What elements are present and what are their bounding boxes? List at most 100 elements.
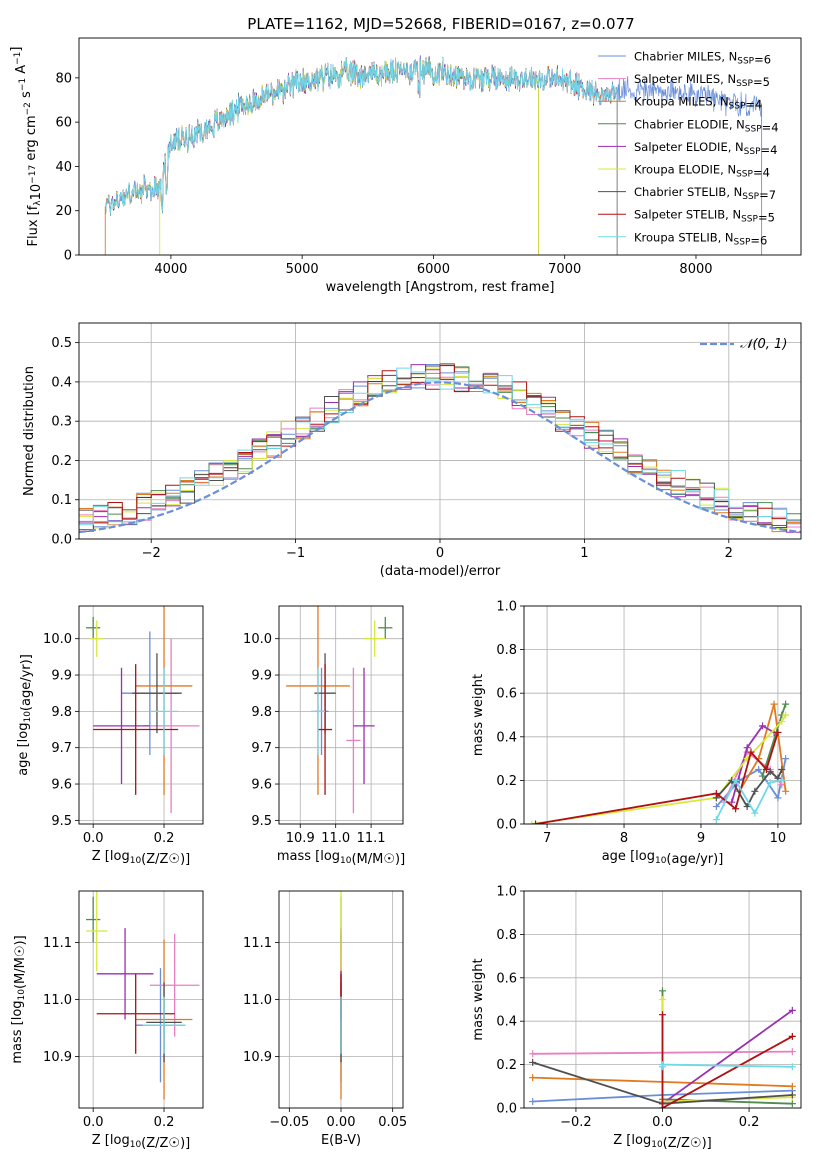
y-axis-label: mass weight (471, 958, 486, 1040)
weight-marker (778, 776, 786, 784)
y-tick-label: 1.0 (496, 885, 517, 900)
y-tick-label: 9.6 (251, 778, 272, 793)
y-tick-label: 9.5 (51, 814, 72, 829)
x-tick-label: 5000 (286, 262, 319, 277)
weight-marker (712, 789, 720, 797)
x-tick-label: 7000 (548, 262, 581, 277)
y-tick-label: 9.7 (51, 741, 72, 756)
weight-marker (529, 1058, 537, 1066)
weight-marker (751, 809, 759, 817)
weight-marker (788, 1063, 796, 1071)
x-tick-label: 0.2 (154, 1115, 175, 1130)
y-tick-label: 0.4 (496, 1015, 517, 1030)
legend-label: Chabrier MILES, NSSP=6 (634, 50, 771, 67)
y-axis-label: mass weight (471, 674, 486, 756)
y-tick-label: 0.6 (496, 971, 517, 986)
weight-marker (759, 772, 767, 780)
normal-reference-curve (79, 381, 801, 534)
y-tick-label: 80 (55, 71, 72, 86)
y-axis-label: age [log10(age/yr)] (16, 654, 34, 776)
axes-frame (78, 37, 802, 256)
x-tick-label: −1 (286, 546, 305, 561)
x-axis-label: (data-model)/error (380, 564, 501, 579)
x-axis-label: age [log10(age/yr)] (602, 849, 724, 867)
panel-age_vs_Z: 0.0 0.2 9.5 9.6 9.7 9.8 9.9 10.0 Z [log10(Z/Z☉)]… (16, 605, 204, 867)
y-tick-label: 40 (55, 160, 72, 175)
weight-marker (529, 1074, 537, 1082)
y-tick-label: 11.0 (243, 993, 272, 1008)
figure-title: PLATE=1162, MJD=52668, FIBERID=0167, z=0… (247, 15, 634, 33)
y-tick-label: 0.1 (51, 493, 72, 508)
legend-label: Salpeter MILES, NSSP=5 (634, 72, 770, 89)
plot-area (104, 55, 763, 255)
weight-marker (766, 768, 774, 776)
legend-label: Chabrier STELIB, NSSP=7 (634, 185, 776, 202)
weight-marker (732, 805, 740, 813)
x-tick-label: −2 (142, 546, 161, 561)
y-tick-label: 0.2 (51, 454, 72, 469)
legend-label: Kroupa MILES, NSSP=4 (634, 95, 762, 112)
plot-area (86, 606, 200, 814)
weight-marker (782, 755, 790, 763)
x-tick-label: −0.2 (560, 1115, 592, 1130)
legend-label: Chabrier ELODIE, NSSP=4 (634, 117, 779, 134)
y-tick-label: 9.8 (251, 705, 272, 720)
x-tick-label: 6000 (417, 262, 450, 277)
weight-marker (743, 803, 751, 811)
weight-marker (774, 728, 782, 736)
x-axis-label: Z [log10(Z/Z☉)] (92, 849, 190, 867)
y-tick-label: 10.9 (43, 1050, 72, 1065)
spectrum-line (104, 57, 618, 215)
y-tick-label: 9.9 (251, 669, 272, 684)
y-tick-label: 9.9 (51, 669, 72, 684)
legend: Chabrier MILES, NSSP=6 Salpeter MILES, NS… (598, 50, 779, 247)
y-tick-label: 9.6 (51, 778, 72, 793)
x-axis-label: Z [log10(Z/Z☉)] (92, 1133, 190, 1151)
y-tick-label: 60 (55, 116, 72, 131)
y-tick-label: 0.6 (496, 687, 517, 702)
panel-residuals: −2 −1 0 1 2 0.0 0.1 0.2 0.3 0.4 0.5 (data-model)/er… (22, 322, 802, 579)
weight-marker (778, 718, 786, 726)
y-tick-label: 0.3 (51, 415, 72, 430)
axes-frame (523, 605, 802, 825)
x-tick-label: 0.0 (83, 831, 104, 846)
x-tick-label: 4000 (154, 262, 187, 277)
x-tick-label: 10 (770, 831, 787, 846)
legend-label: Kroupa ELODIE, NSSP=4 (634, 163, 770, 180)
y-tick-label: 0.2 (496, 1058, 517, 1073)
x-tick-label: 0 (436, 546, 444, 561)
y-tick-label: 0.8 (496, 643, 517, 658)
y-tick-label: 20 (55, 204, 72, 219)
weight-marker (659, 987, 666, 995)
weight-marker (782, 700, 790, 708)
y-tick-label: 10.0 (243, 632, 272, 647)
x-tick-label: 0.00 (327, 1115, 356, 1130)
panel-spectrum: 4000 5000 6000 7000 8000 0 20 40 60 80 wavelength … (9, 37, 802, 295)
y-tick-label: 11.0 (43, 993, 72, 1008)
legend-label: Salpeter STELIB, NSSP=5 (634, 208, 775, 225)
x-tick-label: 0.0 (83, 1115, 104, 1130)
x-tick-label: 11.1 (357, 831, 386, 846)
weight-marker (788, 1082, 796, 1090)
weight-marker (732, 776, 740, 784)
y-axis-label: Normed distribution (22, 366, 37, 496)
x-tick-label: 0.0 (652, 1115, 673, 1130)
weight-marker (712, 803, 720, 811)
legend: 𝒩(0, 1) (700, 337, 787, 352)
axes-frame (278, 605, 404, 825)
x-tick-label: 8000 (679, 262, 712, 277)
y-tick-label: 0.0 (496, 818, 517, 833)
plot-area (528, 700, 790, 824)
x-tick-label: 8 (620, 831, 628, 846)
x-tick-label: 0.05 (378, 1115, 407, 1130)
y-tick-label: 9.5 (251, 814, 272, 829)
weight-marker (532, 820, 540, 824)
y-tick-label: 0.0 (496, 1102, 517, 1117)
weight-marker (529, 1097, 537, 1105)
weight-marker (762, 766, 770, 773)
y-tick-label: 0.2 (496, 774, 517, 789)
weight-marker (788, 1048, 796, 1056)
x-tick-label: 9 (697, 831, 705, 846)
x-tick-label: 1 (580, 546, 588, 561)
